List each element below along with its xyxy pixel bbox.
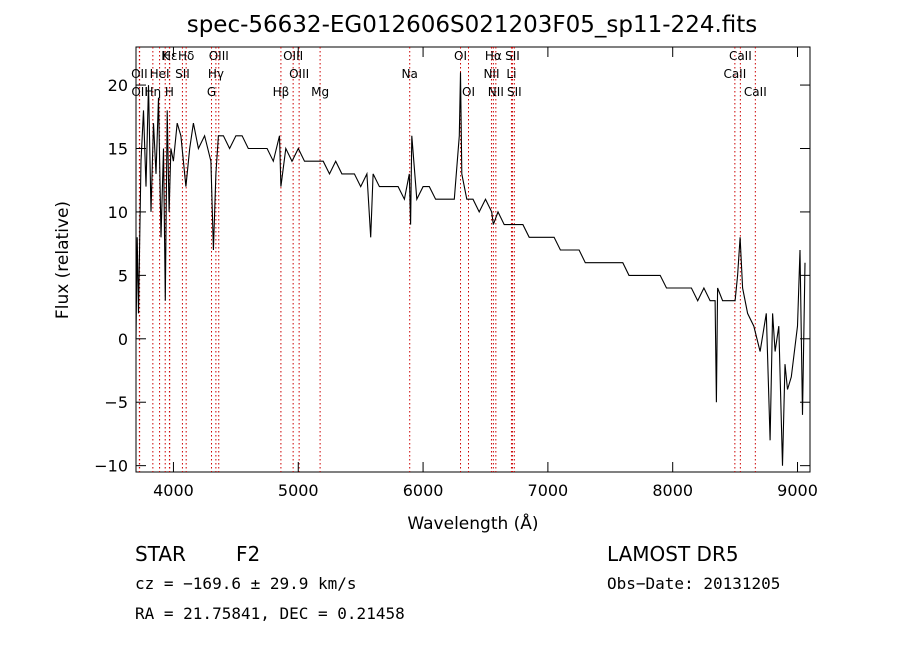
object-class: STAR: [135, 542, 186, 566]
line-label: OIII: [289, 67, 309, 81]
line-label: NII: [488, 85, 504, 99]
object-subclass: F2: [236, 542, 260, 566]
y-tick-label: 0: [118, 330, 128, 349]
x-tick-label: 7000: [528, 481, 569, 500]
coordinates: RA = 21.75841, DEC = 0.21458: [135, 604, 405, 623]
line-label: Mg: [311, 85, 329, 99]
line-label: OI: [462, 85, 475, 99]
line-label: Hα: [485, 49, 502, 63]
y-tick-label: −5: [104, 393, 128, 412]
line-markers: [138, 47, 756, 472]
line-label: SII: [505, 49, 520, 63]
x-tick-label: 6000: [403, 481, 444, 500]
chart-title: spec-56632-EG012606S021203F05_sp11-224.f…: [187, 12, 758, 38]
x-axis-ticks: 4000 5000 6000 7000 8000 9000: [153, 47, 818, 500]
line-label: Hδ: [178, 49, 194, 63]
y-axis-ticks: −10 −5 0 5 10 15 20: [94, 76, 810, 476]
line-label: CaII: [723, 67, 746, 81]
y-tick-label: 15: [108, 139, 128, 158]
line-label: K: [161, 49, 170, 63]
line-label: Hη: [145, 85, 162, 99]
plot-frame: [135, 46, 811, 473]
line-label: CaII: [744, 85, 767, 99]
obs-date: Obs−Date: 20131205: [607, 574, 780, 593]
line-label: Na: [402, 67, 418, 81]
line-label: Hγ: [208, 67, 224, 81]
y-tick-label: 10: [108, 203, 128, 222]
line-label: HeI: [150, 67, 170, 81]
line-label: Hβ: [273, 85, 290, 99]
line-label: OII: [131, 85, 148, 99]
y-tick-label: 5: [118, 266, 128, 285]
line-label: OI: [454, 49, 467, 63]
x-tick-label: 4000: [153, 481, 194, 500]
line-label: Li: [506, 67, 516, 81]
survey-name: LAMOST DR5: [607, 542, 739, 566]
line-label: SII: [507, 85, 522, 99]
x-tick-label: 5000: [278, 481, 319, 500]
redshift-cz: cz = −169.6 ± 29.9 km/s: [135, 574, 357, 593]
x-tick-label: 9000: [777, 481, 818, 500]
x-tick-label: 8000: [652, 481, 693, 500]
y-tick-label: −10: [94, 457, 128, 476]
x-axis-label: Wavelength (Å): [407, 512, 538, 534]
line-label: G: [207, 85, 216, 99]
spectrum-line: [135, 72, 806, 466]
line-label: OII: [131, 67, 148, 81]
line-label: CaII: [729, 49, 752, 63]
y-tick-label: 20: [108, 76, 128, 95]
line-label: SII: [175, 67, 190, 81]
line-label: OIII: [209, 49, 229, 63]
line-label: NII: [483, 67, 499, 81]
line-label: H: [165, 85, 174, 99]
line-label: OIII: [283, 49, 303, 63]
y-axis-label: Flux (relative): [53, 201, 73, 319]
